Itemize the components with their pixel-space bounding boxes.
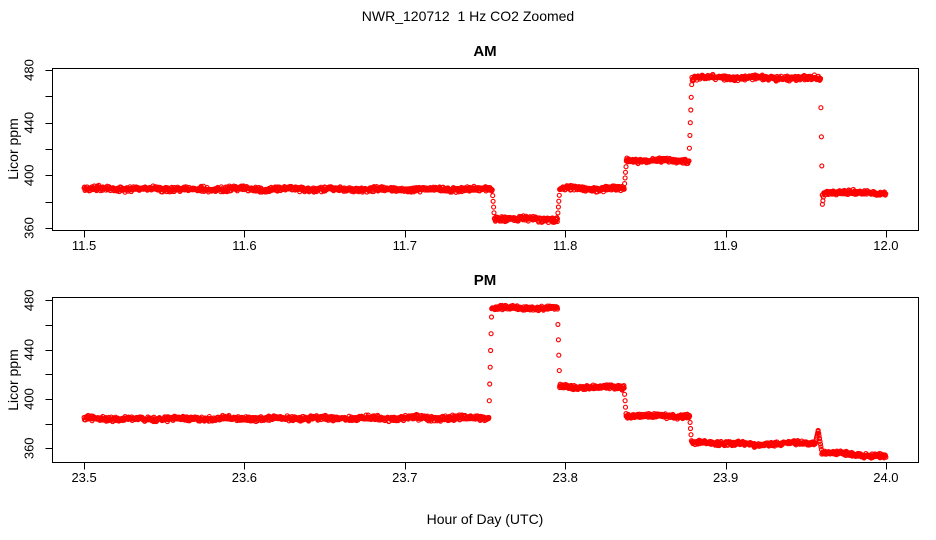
x-tick-label: 11.6 (232, 238, 256, 253)
plot-border (52, 297, 919, 463)
am-panel-title: AM (473, 43, 497, 60)
pm-co2-scatter-points (81, 302, 889, 461)
y-tick-label: 440 (21, 112, 36, 134)
x-tick-label: 11.9 (713, 238, 737, 253)
y-tick-label: 360 (22, 217, 37, 239)
y-tick-label: 360 (22, 437, 37, 459)
am-co2-scatter-points (81, 71, 889, 225)
x-tick-label: 23.6 (232, 470, 257, 485)
axes (45, 297, 919, 470)
x-tick-label: 24.0 (873, 470, 898, 485)
y-tick-label: 480 (22, 289, 37, 311)
tick-labels: 23.5 23.6 23.7 23.8 23.9 24.0 360 400 440 480 (21, 289, 898, 485)
axes (45, 68, 919, 238)
am-panel: 11.5 11.6 11.7 11.8 11.9 12.0 360 400 440 480 (21, 59, 919, 253)
x-tick-label: 11.7 (393, 238, 417, 253)
x-tick-label: 23.5 (71, 470, 96, 485)
x-tick-label: 23.9 (713, 470, 738, 485)
y-tick-label: 400 (22, 164, 37, 186)
tick-labels: 11.5 11.6 11.7 11.8 11.9 12.0 360 400 440 480 (21, 59, 898, 253)
y-tick-label: 480 (21, 59, 36, 81)
x-tick-label: 23.8 (553, 470, 578, 485)
figure-title: NWR_120712 1 Hz CO2 Zoomed (361, 8, 575, 24)
y-tick-label: 400 (21, 388, 36, 410)
x-tick-label: 12.0 (873, 238, 898, 253)
plot-border (52, 68, 919, 231)
x-tick-label: 11.8 (553, 238, 577, 253)
x-tick-label: 23.7 (392, 470, 417, 485)
pm-panel: 23.5 23.6 23.7 23.8 23.9 24.0 360 400 440 480 (21, 289, 919, 485)
pm-panel-title: PM (473, 272, 497, 289)
x-axis-label: Hour of Day (UTC) (426, 511, 544, 527)
x-tick-label: 11.5 (72, 238, 96, 253)
y-tick-label: 440 (21, 339, 36, 361)
